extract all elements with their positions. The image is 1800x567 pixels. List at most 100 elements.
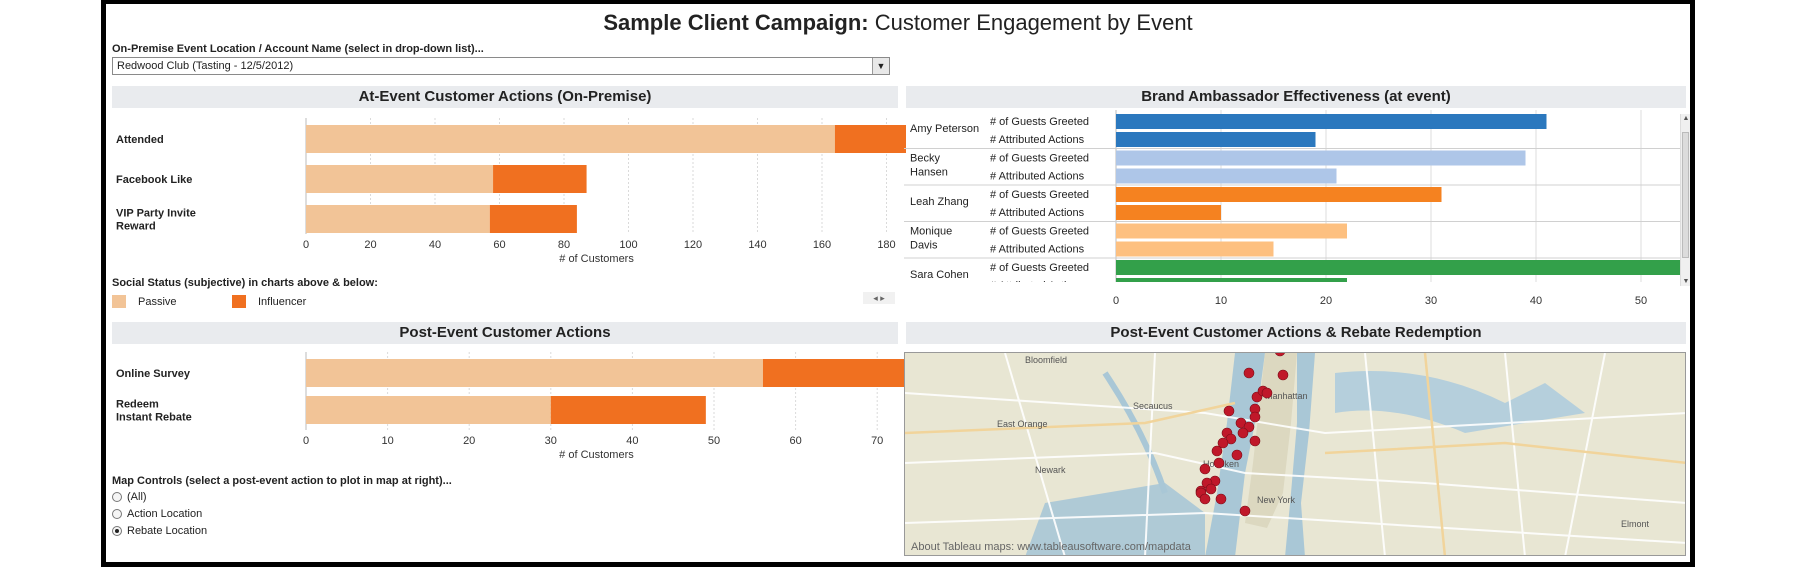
- rebate-marker: [1213, 457, 1225, 469]
- tick-label: 60: [789, 435, 801, 447]
- category-label: Reward: [116, 221, 156, 233]
- category-label: Facebook Like: [116, 174, 192, 186]
- tick-label: 70: [871, 435, 883, 447]
- tick-label: 20: [1320, 295, 1332, 307]
- map-label: Secaucus: [1133, 401, 1173, 411]
- rebate-marker: [1205, 483, 1217, 495]
- tick-label: 100: [619, 239, 637, 251]
- tick-label: 10: [1215, 295, 1227, 307]
- tick-label: 50: [708, 435, 720, 447]
- metric-label: # of Guests Greeted: [990, 189, 1089, 201]
- chevron-down-icon[interactable]: ▼: [872, 58, 889, 74]
- rebate-marker: [1249, 411, 1261, 423]
- newark-bay: [1025, 483, 1205, 555]
- rebate-marker: [1239, 505, 1251, 517]
- legend-passive[interactable]: Passive: [112, 295, 177, 308]
- radio-action-location[interactable]: Action Location: [112, 508, 202, 520]
- tick-label: 50: [1635, 295, 1647, 307]
- x-axis-label: # of Customers: [559, 253, 634, 265]
- passaic-river: [1102, 371, 1168, 494]
- x-axis-label: # of Customers: [559, 449, 634, 461]
- ambassador-panel-title: Brand Ambassador Effectiveness (at event…: [906, 86, 1686, 108]
- event-location-dropdown[interactable]: Redwood Club (Tasting - 12/5/2012) ▼: [112, 57, 890, 75]
- passive-swatch: [112, 295, 126, 308]
- tick-label: 20: [463, 435, 475, 447]
- ambassador-name: Leah Zhang: [910, 196, 969, 208]
- bar-influencer: [550, 396, 706, 424]
- radio-rebate-location[interactable]: Rebate Location: [112, 525, 207, 537]
- rebate-marker: [1223, 405, 1235, 417]
- tick-label: 180: [877, 239, 895, 251]
- rebate-marker: [1237, 427, 1249, 439]
- metric-label: # Attributed Actions: [990, 171, 1085, 183]
- tick-label: 120: [684, 239, 702, 251]
- metric-label: # of Guests Greeted: [990, 153, 1089, 165]
- dropdown-value: Redwood Club (Tasting - 12/5/2012): [117, 60, 294, 72]
- radio-button[interactable]: [112, 492, 122, 502]
- scroll-thumb[interactable]: [1682, 132, 1689, 258]
- ambassador-bar: [1116, 260, 1680, 275]
- category-label: Redeem: [116, 399, 159, 411]
- ambassador-name: Davis: [910, 240, 938, 252]
- tick-label: 20: [364, 239, 376, 251]
- map-label: East Orange: [997, 419, 1048, 429]
- rebate-marker: [1199, 463, 1211, 475]
- map-label: Manhattan: [1265, 391, 1308, 401]
- at-event-panel-title: At-Event Customer Actions (On-Premise): [112, 86, 898, 108]
- bar-influencer: [489, 205, 577, 233]
- rebate-marker: [1249, 435, 1261, 447]
- map-label: New York: [1257, 495, 1296, 505]
- tick-label: 40: [1530, 295, 1542, 307]
- ambassador-bar: [1116, 187, 1442, 202]
- ambassador-name: Monique: [910, 226, 952, 238]
- ambassador-bar: [1116, 150, 1526, 166]
- manhattan-land: [1245, 353, 1297, 528]
- ambassador-name: Amy Peterson: [910, 123, 979, 135]
- tick-label: 10: [381, 435, 393, 447]
- tick-label: 80: [558, 239, 570, 251]
- metric-label: # of Guests Greeted: [990, 226, 1089, 238]
- rebate-marker: [1275, 353, 1285, 357]
- tick-label: 30: [545, 435, 557, 447]
- metric-label: # Attributed Actions: [990, 280, 1085, 292]
- rebate-markers: [1195, 353, 1289, 517]
- map-credit[interactable]: About Tableau maps: www.tableausoftware.…: [911, 541, 1191, 553]
- category-label: Attended: [116, 134, 164, 146]
- radio-all[interactable]: (All): [112, 491, 147, 503]
- post-event-panel-title: Post-Event Customer Actions: [112, 322, 898, 344]
- vertical-scrollbar[interactable]: ▲ ▼: [1680, 114, 1690, 286]
- rebate-marker: [1217, 437, 1229, 449]
- tick-label: 40: [626, 435, 638, 447]
- bar-influencer: [834, 125, 906, 153]
- horizontal-scroll-arrows[interactable]: ◂ ▸: [863, 292, 895, 304]
- scroll-down-icon[interactable]: ▼: [1682, 278, 1690, 285]
- rebate-marker: [1231, 449, 1243, 461]
- bar-passive: [306, 125, 835, 153]
- bar-passive: [306, 359, 763, 387]
- highways: [905, 353, 1685, 555]
- bar-passive: [306, 205, 490, 233]
- sound-water: [1335, 371, 1585, 433]
- page-title: Sample Client Campaign: Customer Engagem…: [603, 10, 1193, 35]
- rebate-marker: [1199, 493, 1211, 505]
- tick-label: 0: [303, 435, 309, 447]
- metric-label: # Attributed Actions: [990, 134, 1085, 146]
- legend-title: Social Status (subjective) in charts abo…: [112, 277, 378, 289]
- ambassador-name: Hansen: [910, 167, 948, 179]
- scroll-up-icon[interactable]: ▲: [1682, 115, 1690, 122]
- legend-influencer[interactable]: Influencer: [232, 295, 306, 308]
- radio-label: Rebate Location: [127, 525, 208, 537]
- ambassador-rows: Amy Peterson # of Guests Greeted # Attribu…: [904, 110, 1680, 292]
- ambassador-name: Sara Cohen: [910, 269, 969, 281]
- radio-button[interactable]: [112, 509, 122, 519]
- radio-button-selected[interactable]: [112, 526, 122, 536]
- radio-label: Action Location: [127, 508, 203, 520]
- rebate-marker: [1215, 493, 1227, 505]
- map-label: Newark: [1035, 465, 1066, 475]
- tick-label: 60: [493, 239, 505, 251]
- ambassador-bar: [1116, 241, 1274, 257]
- legend-passive-label: Passive: [138, 295, 177, 308]
